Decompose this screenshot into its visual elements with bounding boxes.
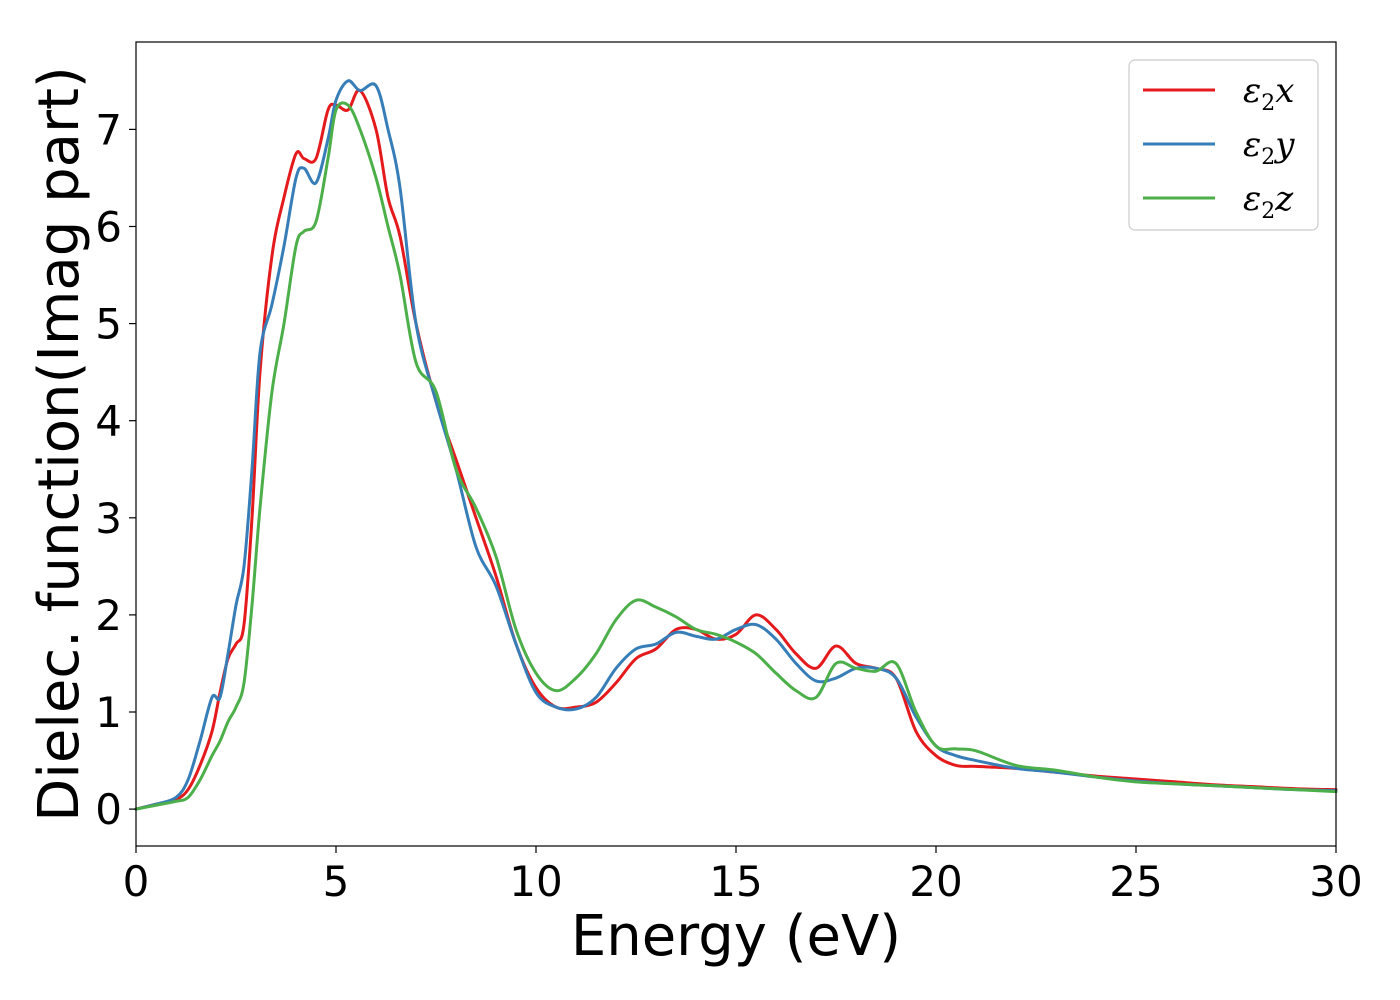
y-tick-label: 5	[95, 300, 122, 349]
legend-box	[1128, 59, 1319, 231]
legend: ε2x ε2y ε2z	[1128, 59, 1319, 231]
y-tick-label: 1	[95, 688, 122, 737]
x-tick-label: 30	[1309, 857, 1362, 906]
legend-item-x: ε2x	[1143, 71, 1294, 116]
y-tick-label: 6	[95, 202, 122, 251]
legend-item-y: ε2y	[1143, 125, 1295, 170]
y-tick-label: 4	[95, 397, 122, 446]
legend-label: ε2y	[1243, 125, 1295, 170]
x-tick-label: 0	[123, 857, 150, 906]
legend-label: ε2z	[1243, 179, 1294, 224]
y-axis-ticks: 0 1 2 3 4 5 6 7	[95, 105, 136, 834]
y-axis-label: Dielec. function(Imag part)	[27, 66, 92, 822]
x-tick-label: 10	[509, 857, 562, 906]
x-axis-ticks: 0 5 10 15 20 25 30	[123, 846, 1363, 906]
series-line-y	[134, 79, 1338, 811]
y-tick-label: 0	[95, 785, 122, 834]
y-tick-label: 2	[95, 591, 122, 640]
series-line-z	[134, 101, 1338, 811]
y-tick-label: 7	[95, 105, 122, 154]
plot-lines	[134, 79, 1338, 811]
legend-label: ε2x	[1243, 71, 1294, 116]
legend-item-z: ε2z	[1143, 179, 1294, 224]
x-tick-label: 5	[323, 857, 350, 906]
x-axis-label: Energy (eV)	[571, 904, 901, 969]
x-tick-label: 15	[709, 857, 762, 906]
y-tick-label: 3	[95, 494, 122, 543]
x-tick-label: 25	[1109, 857, 1162, 906]
x-tick-label: 20	[909, 857, 962, 906]
